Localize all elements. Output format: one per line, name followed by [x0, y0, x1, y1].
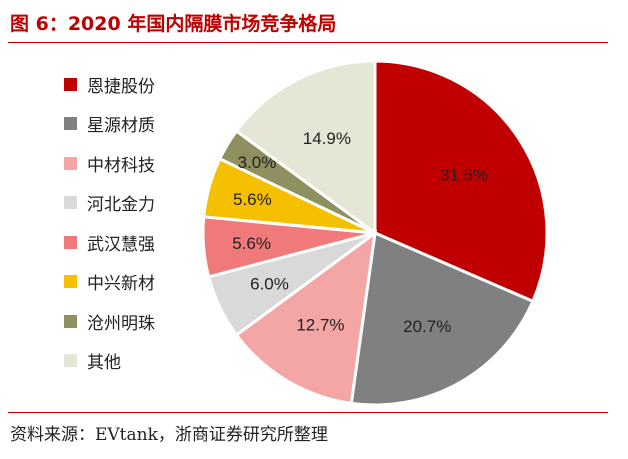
- legend-swatch: [64, 354, 77, 367]
- legend-item: 武汉慧强: [64, 232, 155, 255]
- legend-swatch: [64, 117, 77, 130]
- legend-item: 河北金力: [64, 193, 155, 215]
- legend-label: 中材科技: [87, 155, 155, 176]
- pie-slice: [234, 229, 377, 406]
- legend-swatch: [64, 235, 77, 249]
- legend-swatch: [64, 156, 77, 170]
- chart-title: 图 6：2020 年国内隔膜市场竞争格局: [10, 13, 337, 35]
- legend-label: 其他: [87, 353, 121, 373]
- title-divider: [8, 42, 608, 43]
- legend-item: 中兴新材: [64, 272, 155, 294]
- source-note: 资料来源：EVtank，浙商证券研究所整理: [10, 425, 328, 445]
- slice-data-label: 5.6%: [233, 190, 272, 209]
- pie-slice: [373, 59, 549, 304]
- legend-item: 沧州明珠: [64, 311, 155, 334]
- slice-data-label: 31.5%: [440, 165, 488, 184]
- slice-data-label: 5.6%: [232, 234, 271, 253]
- source-divider: [8, 412, 608, 413]
- legend-item: 星源材质: [64, 114, 155, 136]
- legend-item: 恩捷股份: [64, 74, 155, 97]
- legend-item: 中材科技: [64, 153, 155, 176]
- slice-data-label: 3.0%: [238, 153, 277, 172]
- legend-label: 沧州明珠: [87, 313, 155, 334]
- slice-data-label: 20.7%: [403, 317, 451, 336]
- pie-slice: [349, 230, 535, 407]
- legend-swatch: [64, 77, 77, 91]
- pie-slice: [234, 59, 377, 236]
- legend-label: 中兴新材: [87, 274, 155, 294]
- legend-swatch: [64, 314, 77, 328]
- legend-label: 恩捷股份: [87, 76, 155, 97]
- legend-swatch: [64, 196, 77, 209]
- legend-swatch: [64, 275, 77, 288]
- legend-item: 其他: [64, 351, 121, 373]
- legend-label: 星源材质: [87, 116, 155, 136]
- legend-label: 河北金力: [87, 195, 155, 215]
- slice-data-label: 14.9%: [303, 129, 351, 148]
- slice-data-label: 12.7%: [296, 316, 344, 335]
- slice-data-label: 6.0%: [250, 274, 289, 293]
- legend-label: 武汉慧强: [87, 234, 155, 255]
